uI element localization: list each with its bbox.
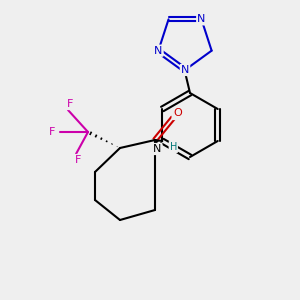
Polygon shape (155, 140, 159, 144)
Text: F: F (75, 155, 81, 165)
Text: N: N (153, 144, 161, 154)
Text: N: N (181, 65, 189, 75)
Text: F: F (67, 99, 73, 109)
Text: O: O (172, 109, 182, 119)
Text: H: H (169, 142, 177, 152)
Text: N: N (181, 65, 189, 75)
Text: N: N (154, 46, 163, 56)
Text: O: O (174, 108, 182, 118)
Text: N: N (153, 144, 161, 154)
Text: H: H (169, 142, 177, 152)
Text: F: F (49, 127, 55, 137)
Text: N: N (197, 14, 206, 24)
Text: N: N (154, 46, 163, 56)
Text: N: N (197, 14, 206, 24)
